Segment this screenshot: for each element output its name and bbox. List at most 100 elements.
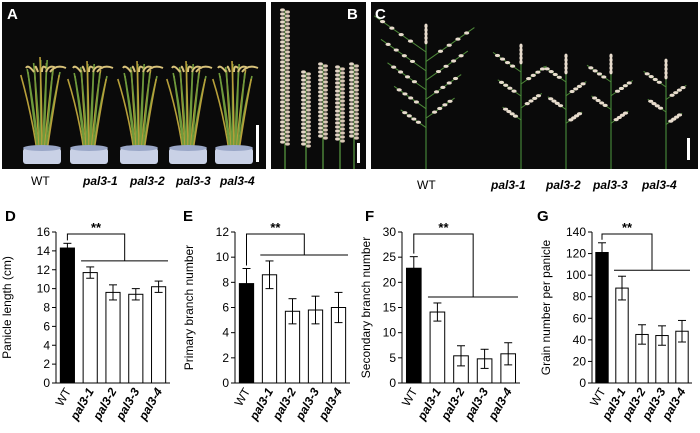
photo-label-a-wt: WT [31,174,50,188]
y-tick-label: 12 [216,225,230,239]
chart-g: 0 20 40 60 80 100 120 140 Grain number per panic… [539,220,692,423]
photo-label-c-wt: WT [417,178,436,192]
panel-letter-b: B [347,6,358,23]
bar-pal3-1 [261,274,278,384]
y-tick-label: 0 [579,376,586,390]
pot [70,148,108,164]
panel-letter-c: C [375,6,386,23]
bar-pal3-1 [429,311,446,384]
bar-pal3-3 [128,293,144,384]
bar-pal3-4 [151,286,167,384]
panel-letter-f: F [365,208,375,225]
significance-bracket [601,233,690,271]
photo-label-a-2: pal3-2 [130,174,165,188]
bar-WT [405,267,422,384]
y-tick-label: 4 [222,326,229,340]
x-tick-label: pal3-2 [438,385,468,423]
photo-label-c-4: pal3-4 [642,178,677,192]
rice-plant [117,60,164,164]
bar-pal3-1 [615,287,629,384]
panicle [374,15,475,169]
significance-bracket [66,233,168,262]
y-tick-label: 2 [43,357,50,371]
x-tick-label: WT [232,385,254,409]
y-tick-label: 10 [383,326,397,340]
y-tick-label: 20 [573,354,587,368]
panel-letter-g: G [537,208,549,225]
y-tick-label: 8 [222,275,229,289]
significance-label: ** [91,220,102,235]
y-tick-label: 0 [43,376,50,390]
x-tick-label: WT [399,385,421,409]
photo-label-c-2: pal3-2 [546,178,581,192]
photo-label-c-3: pal3-3 [593,178,628,192]
x-tick-label: pal3-4 [135,385,165,423]
panicle [301,70,311,169]
y-axis-label: Secondary branch number [359,237,373,378]
pot [169,148,207,164]
y-tick-label: 30 [383,225,397,239]
x-tick-label: WT [53,385,75,409]
scale-bar [357,143,360,163]
bar-pal3-2 [105,291,121,384]
panicle [349,62,359,169]
x-tick-label: pal3-3 [461,385,491,423]
panicles-photo [271,2,366,169]
y-tick-label: 15 [383,301,397,315]
y-axis-label: Primary branch number [182,245,196,370]
y-tick-label: 6 [43,319,50,333]
photo-label-a-4: pal3-4 [220,174,255,188]
y-tick-label: 140 [566,225,586,239]
photo-label-a-1: pal3-1 [83,174,118,188]
pot [120,148,158,164]
x-tick-label: pal3-4 [485,385,515,423]
scale-bar [687,138,690,160]
y-tick-label: 0 [389,376,396,390]
panicle [643,58,687,169]
bar-WT [59,247,75,384]
y-tick-label: 20 [383,275,397,289]
panicle [280,8,290,169]
rice-plants-photo [2,2,266,169]
x-tick-label: pal3-4 [315,385,345,423]
panel-letter-a: A [7,6,18,23]
photo-panel-b [271,2,366,169]
y-tick-label: 2 [222,351,229,365]
photo-panel-a [2,2,266,169]
scale-bar [256,125,259,162]
y-tick-label: 40 [573,333,587,347]
rice-plant [67,60,114,164]
photo-panel-c [371,2,698,169]
panicle [492,43,547,169]
y-tick-label: 25 [383,250,397,264]
panicle [543,53,587,169]
rice-plant [166,60,213,164]
panel-letter-e: E [183,208,194,225]
y-tick-label: 10 [37,282,51,296]
y-tick-label: 0 [222,376,229,390]
y-tick-label: 120 [566,247,586,261]
significance-label: ** [438,220,449,235]
rice-plant [20,56,67,164]
photo-label-a-3: pal3-3 [176,174,211,188]
y-tick-label: 100 [566,268,586,282]
y-axis-label: Grain number per panicle [539,239,553,375]
y-tick-label: 6 [222,301,229,315]
significance-bracket [413,233,518,298]
photo-label-c-1: pal3-1 [491,178,526,192]
y-tick-label: 4 [43,338,50,352]
bar-WT [595,251,609,384]
x-tick-label: pal3-1 [414,385,444,423]
y-tick-label: 10 [216,250,230,264]
y-tick-label: 5 [389,351,396,365]
y-axis-label: Panicle length (cm) [0,256,14,359]
bar-pal3-1 [82,272,98,384]
significance-label: ** [270,220,281,235]
panel-letter-d: D [5,208,16,225]
panicle [318,62,328,169]
pot [215,148,253,164]
